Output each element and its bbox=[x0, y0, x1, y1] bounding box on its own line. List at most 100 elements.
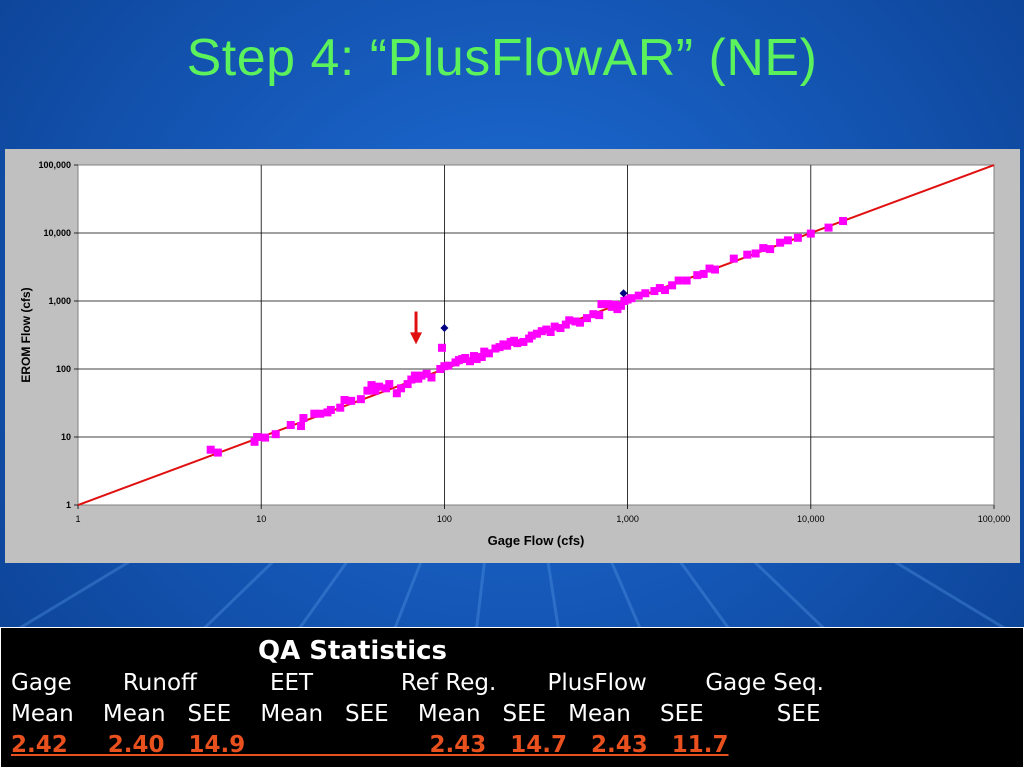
data-point-square bbox=[527, 331, 536, 340]
data-point-square bbox=[213, 448, 222, 457]
data-point-square bbox=[576, 318, 585, 327]
data-point-square bbox=[371, 386, 380, 395]
data-point-square bbox=[250, 437, 259, 446]
navy-diamond-series bbox=[440, 289, 628, 333]
data-point-square bbox=[297, 422, 306, 431]
data-point-square bbox=[699, 269, 708, 278]
data-point-square bbox=[674, 276, 683, 285]
data-point-square bbox=[286, 421, 295, 430]
data-point-square bbox=[299, 414, 308, 423]
data-point-square bbox=[561, 320, 570, 329]
data-point-square bbox=[655, 284, 664, 293]
data-point-square bbox=[729, 254, 738, 263]
data-point-square bbox=[783, 236, 792, 245]
y-axis-label: EROM Flow (cfs) bbox=[19, 287, 33, 382]
x-tick-label: 100,000 bbox=[978, 514, 1011, 524]
data-point-square bbox=[206, 445, 215, 454]
data-point-square bbox=[660, 286, 669, 295]
qa-statistics-panel: QA Statistics Gage Runoff EET Ref Reg. P… bbox=[0, 627, 1024, 768]
pink-square-series bbox=[206, 217, 848, 457]
data-point-square bbox=[397, 384, 406, 393]
data-point-square bbox=[806, 229, 815, 238]
data-point-square bbox=[461, 354, 470, 363]
data-point-square bbox=[491, 344, 500, 353]
x-axis-label: Gage Flow (cfs) bbox=[488, 533, 585, 548]
x-tick-label: 1 bbox=[75, 514, 80, 524]
data-point-square bbox=[743, 250, 752, 259]
data-point-square bbox=[766, 245, 775, 254]
y-tick-label: 1,000 bbox=[48, 296, 71, 306]
data-point-square bbox=[610, 300, 619, 309]
data-point-square bbox=[532, 329, 541, 338]
data-point-square bbox=[705, 264, 714, 273]
grid-lines bbox=[74, 164, 995, 509]
x-tick-label: 1,000 bbox=[616, 514, 639, 524]
data-point-square bbox=[650, 287, 659, 296]
data-point-square bbox=[261, 433, 270, 442]
data-point-square bbox=[595, 311, 604, 320]
data-point-square bbox=[375, 382, 384, 391]
data-point-square bbox=[340, 396, 349, 405]
annotation-arrow bbox=[410, 311, 423, 345]
data-point-square bbox=[356, 395, 365, 404]
y-tick-label: 10,000 bbox=[43, 228, 71, 238]
data-point-square bbox=[711, 265, 720, 274]
slide-title: Step 4: “PlusFlowAR” (NE) bbox=[186, 29, 818, 87]
data-point-square bbox=[437, 343, 446, 352]
data-point-square bbox=[759, 244, 768, 253]
data-point-square bbox=[363, 386, 372, 395]
data-point-square bbox=[385, 380, 394, 389]
data-point-square bbox=[668, 281, 677, 290]
data-point-square bbox=[326, 405, 335, 414]
y-tick-label: 100 bbox=[56, 364, 71, 374]
chart-panel: 1 10 100 1,000 10,000 100,000 1 10 100 1,000 10,00… bbox=[5, 149, 1020, 563]
data-point-square bbox=[589, 310, 598, 319]
data-point-square bbox=[634, 291, 643, 300]
data-point-square bbox=[839, 217, 848, 226]
data-point-square bbox=[513, 339, 522, 348]
data-point-square bbox=[382, 384, 391, 393]
x-tick-label: 100 bbox=[437, 514, 452, 524]
data-point-diamond bbox=[619, 289, 628, 298]
data-point-square bbox=[271, 430, 280, 439]
data-point-square bbox=[403, 380, 412, 389]
data-point-square bbox=[436, 365, 445, 373]
data-point-square bbox=[550, 322, 559, 331]
data-point-diamond bbox=[440, 324, 449, 333]
x-tick-label: 10 bbox=[256, 514, 266, 524]
data-point-square bbox=[641, 289, 650, 298]
data-point-square bbox=[477, 353, 486, 362]
data-point-square bbox=[571, 317, 580, 326]
scatter-chart: 1 10 100 1,000 10,000 100,000 1 10 100 1,000 10,00… bbox=[19, 160, 1010, 548]
data-point-square bbox=[519, 337, 528, 346]
qa-column-row: Mean Mean SEE Mean SEE Mean SEE Mean SEE… bbox=[11, 701, 821, 727]
data-point-square bbox=[336, 403, 345, 412]
data-point-square bbox=[427, 373, 436, 382]
data-point-square bbox=[392, 389, 401, 398]
data-point-square bbox=[556, 324, 565, 333]
data-point-square bbox=[253, 433, 262, 441]
data-point-square bbox=[417, 371, 426, 380]
data-point-square bbox=[751, 249, 760, 258]
data-point-square bbox=[480, 347, 489, 356]
data-point-square bbox=[565, 316, 574, 325]
data-point-square bbox=[347, 396, 356, 405]
qa-values-row: 2.42 2.40 14.9 2.43 14.7 2.43 11.7 bbox=[11, 732, 729, 758]
data-point-square bbox=[793, 233, 802, 242]
data-point-square bbox=[627, 294, 636, 303]
arrow-head bbox=[410, 332, 423, 345]
data-point-square bbox=[824, 223, 833, 232]
data-point-square bbox=[582, 314, 591, 323]
data-point-square bbox=[310, 409, 319, 418]
data-point-square bbox=[444, 361, 453, 370]
data-point-square bbox=[472, 355, 481, 364]
data-point-square bbox=[367, 381, 376, 390]
axis-ticks: 1 10 100 1,000 10,000 100,000 1 10 100 1,000 10,00… bbox=[38, 160, 1010, 524]
qa-method-row: Gage Runoff EET Ref Reg. PlusFlow Gage S… bbox=[11, 670, 824, 696]
y-tick-label: 100,000 bbox=[38, 160, 71, 170]
data-point-square bbox=[693, 271, 702, 280]
data-point-square bbox=[682, 276, 691, 285]
data-point-square bbox=[616, 301, 625, 310]
y-tick-label: 1 bbox=[66, 500, 71, 510]
data-point-square bbox=[776, 238, 785, 247]
